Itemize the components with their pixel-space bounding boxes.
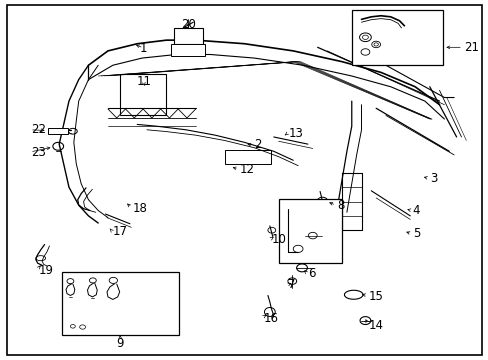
Text: 17: 17 [113,225,127,238]
Bar [278,199,341,263]
Text: 22: 22 [31,123,46,136]
Bar [351,10,443,65]
Bar [48,129,68,134]
Text: 20: 20 [181,18,196,31]
Text: 19: 19 [39,264,54,277]
Text: 15: 15 [368,290,383,303]
Bar [61,272,178,335]
Text: 12: 12 [239,163,254,176]
Text: 2: 2 [254,138,261,151]
Text: 5: 5 [412,227,419,240]
Text: 10: 10 [271,233,285,246]
Bar [224,150,271,164]
Text: 21: 21 [463,41,478,54]
Text: 9: 9 [116,337,123,350]
Text: 14: 14 [368,319,383,332]
Text: 6: 6 [307,267,315,280]
Text: 4: 4 [412,204,419,217]
Bar [173,28,203,44]
Text: 11: 11 [137,75,152,88]
Text: 13: 13 [288,127,303,140]
Bar [171,44,205,56]
Text: 18: 18 [132,202,147,215]
Text: 7: 7 [288,278,295,291]
Text: 16: 16 [264,311,279,325]
Text: 3: 3 [429,172,436,185]
Text: 8: 8 [336,199,344,212]
Bar [120,74,166,116]
Text: 23: 23 [31,145,46,158]
Text: 1: 1 [140,41,147,54]
